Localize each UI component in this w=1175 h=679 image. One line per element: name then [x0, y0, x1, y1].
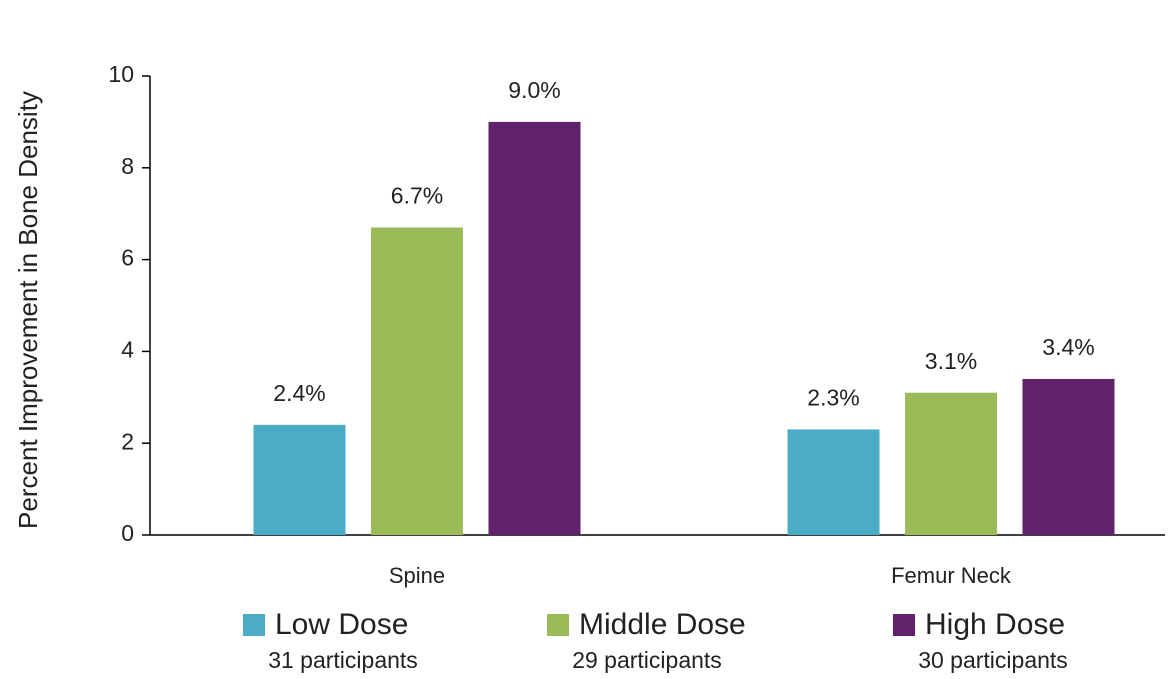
y-tick-label: 0	[121, 520, 134, 546]
legend-swatch	[547, 614, 569, 636]
value-label: 3.4%	[1042, 334, 1094, 360]
legend-label: Low Dose	[275, 608, 408, 641]
legend-swatch	[893, 614, 915, 636]
y-tick-label: 8	[121, 153, 134, 179]
x-tick-label: Spine	[389, 563, 445, 588]
legend-label: High Dose	[925, 608, 1065, 641]
legend-note: 29 participants	[572, 647, 722, 673]
y-tick-label: 10	[108, 61, 134, 87]
bar	[253, 424, 346, 535]
bar	[787, 429, 880, 535]
bar	[1022, 378, 1115, 535]
value-label: 3.1%	[925, 348, 977, 374]
y-tick-label: 2	[121, 428, 134, 454]
x-tick-label: Femur Neck	[891, 563, 1012, 588]
bar	[371, 227, 463, 535]
legend-label: Middle Dose	[579, 608, 746, 641]
value-label: 6.7%	[391, 183, 443, 209]
value-label: 2.4%	[273, 380, 325, 406]
bar	[905, 392, 997, 535]
legend-swatch	[243, 614, 265, 636]
legend-note: 30 participants	[918, 647, 1068, 673]
legend-note: 31 participants	[268, 647, 418, 673]
value-label: 9.0%	[508, 77, 560, 103]
y-tick-label: 4	[121, 336, 134, 362]
y-tick-label: 6	[121, 245, 134, 271]
value-label: 2.3%	[807, 385, 859, 411]
y-axis-label: Percent Improvement in Bone Density	[13, 91, 43, 529]
bar	[488, 121, 581, 536]
